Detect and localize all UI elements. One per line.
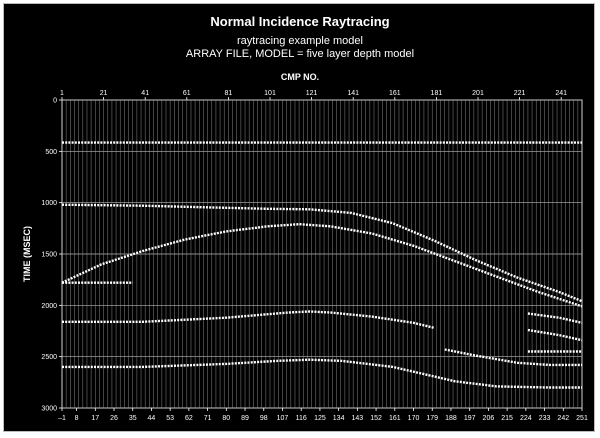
bottom-tick-label: 215 bbox=[501, 415, 513, 422]
bottom-tick-label: 206 bbox=[483, 415, 495, 422]
top-tick-label: 1 bbox=[60, 90, 64, 97]
bottom-tick-label: 242 bbox=[557, 415, 569, 422]
reflection-series-7 bbox=[62, 358, 582, 389]
reflection-series-2 bbox=[61, 203, 583, 303]
bottom-tick-label: 107 bbox=[277, 415, 289, 422]
reflection-series-9 bbox=[527, 328, 583, 342]
top-tick-label: 121 bbox=[306, 90, 318, 97]
bottom-tick-label: 134 bbox=[333, 415, 345, 422]
top-tick-label: 61 bbox=[183, 90, 191, 97]
reflection-series-8 bbox=[527, 312, 583, 324]
bottom-tick-label: –1 bbox=[58, 415, 66, 422]
reflection-series-3 bbox=[61, 222, 583, 308]
y-tick-label: 0 bbox=[53, 98, 57, 105]
trace-lines bbox=[61, 100, 583, 408]
bottom-tick-label: 71 bbox=[204, 415, 212, 422]
reflection-series-5 bbox=[62, 310, 435, 330]
y-tick-label: 500 bbox=[45, 149, 57, 156]
bottom-tick-label: 62 bbox=[185, 415, 193, 422]
top-tick-label: 221 bbox=[514, 90, 526, 97]
bottom-tick-label: 116 bbox=[296, 415, 307, 422]
chart-subtitle-1: raytracing example model bbox=[237, 35, 363, 47]
bottom-tick-label: 251 bbox=[576, 415, 588, 422]
top-tick-label: 161 bbox=[389, 90, 401, 97]
top-tick-label: 41 bbox=[141, 90, 149, 97]
bottom-tick-label: 170 bbox=[408, 415, 420, 422]
bottom-tick-label: 53 bbox=[166, 415, 174, 422]
bottom-tick-label: 26 bbox=[110, 415, 118, 422]
bottom-tick-label: 152 bbox=[370, 415, 382, 422]
x-axis-label: CMP NO. bbox=[281, 72, 319, 82]
bottom-tick-label: 125 bbox=[314, 415, 326, 422]
grid-lines bbox=[61, 99, 583, 409]
bottom-tick-label: 8 bbox=[75, 415, 79, 422]
bottom-tick-label: 17 bbox=[91, 415, 99, 422]
chart-subtitle-2: ARRAY FILE, MODEL = five layer depth mod… bbox=[186, 48, 414, 60]
reflection-series bbox=[61, 141, 583, 389]
top-tick-label: 81 bbox=[225, 90, 233, 97]
top-tick-label: 181 bbox=[431, 90, 443, 97]
bottom-tick-label: 143 bbox=[352, 415, 364, 422]
bottom-tick-label: 224 bbox=[520, 415, 532, 422]
top-tick-label: 241 bbox=[555, 90, 567, 97]
y-axis-label: TIME (MSEC) bbox=[22, 226, 32, 282]
y-tick-label: 3000 bbox=[41, 406, 57, 413]
top-tick-label: 21 bbox=[100, 90, 108, 97]
y-tick-label: 2000 bbox=[41, 303, 57, 310]
reflection-series-6 bbox=[444, 348, 582, 367]
top-tick-label: 101 bbox=[264, 90, 276, 97]
y-tick-label: 2500 bbox=[41, 354, 57, 361]
bottom-tick-label: 197 bbox=[464, 415, 476, 422]
axis-ticks: 1 21 41 61 81 101 121 141 161 181 201 221 241–1 8 17 26… bbox=[41, 90, 588, 422]
chart-frame: Normal Incidence Raytracing raytracing e… bbox=[3, 3, 595, 432]
bottom-tick-label: 179 bbox=[426, 415, 438, 422]
bottom-tick-label: 188 bbox=[445, 415, 457, 422]
bottom-tick-label: 98 bbox=[260, 415, 268, 422]
bottom-tick-label: 35 bbox=[129, 415, 137, 422]
top-tick-label: 141 bbox=[347, 90, 359, 97]
bottom-tick-label: 80 bbox=[222, 415, 230, 422]
bottom-tick-label: 89 bbox=[241, 415, 249, 422]
y-tick-label: 1000 bbox=[41, 200, 57, 207]
chart-title: Normal Incidence Raytracing bbox=[210, 14, 389, 29]
seismic-chart: Normal Incidence Raytracing raytracing e… bbox=[22, 14, 588, 422]
bottom-tick-label: 233 bbox=[539, 415, 551, 422]
y-tick-label: 1500 bbox=[41, 252, 57, 259]
bottom-tick-label: 161 bbox=[389, 415, 401, 422]
bottom-tick-label: 44 bbox=[148, 415, 156, 422]
top-tick-label: 201 bbox=[472, 90, 484, 97]
